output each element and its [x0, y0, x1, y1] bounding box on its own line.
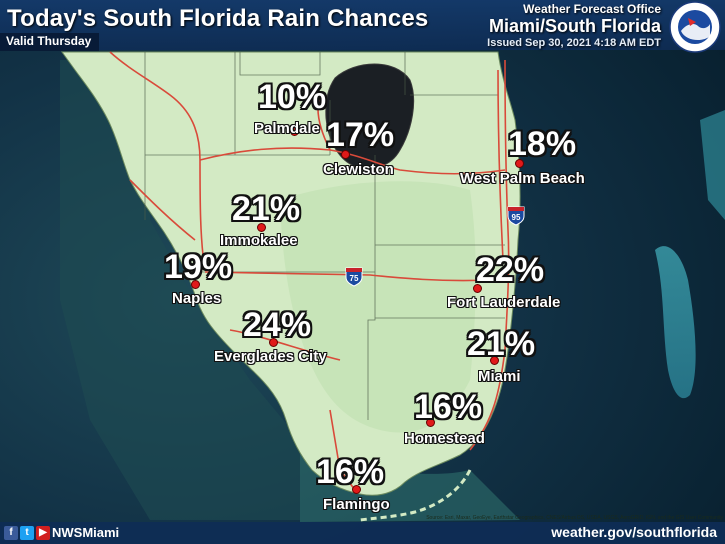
website-link[interactable]: weather.gov/southflorida [551, 524, 717, 540]
lake-okeechobee [325, 63, 415, 169]
rain-chance-naples: 19% [164, 248, 233, 286]
rain-chance-west-palm-beach: 18% [508, 125, 577, 163]
rain-chance-palmdale: 10% [258, 78, 327, 116]
bahamas-bank-north [655, 246, 696, 399]
rain-chance-miami: 21% [467, 325, 536, 363]
nws-logo [669, 1, 721, 53]
issued-time: Issued Sep 30, 2021 4:18 AM EDT [487, 37, 661, 49]
city-label-homestead: Homestead [404, 430, 485, 447]
marker-dot-homestead [426, 418, 435, 427]
footer-bar [0, 522, 725, 544]
rain-chance-homestead: 16% [414, 388, 483, 426]
city-label-miami: Miami [478, 368, 521, 385]
i95-shield: 95 [507, 206, 525, 226]
office-label: Weather Forecast Office [523, 2, 661, 16]
marker-dot-palmdale [290, 127, 299, 136]
city-label-everglades-city: Everglades City [214, 348, 327, 365]
social-handle: NWSMiami [52, 525, 120, 540]
city-label-naples: Naples [172, 290, 222, 307]
city-label-fort-lauderdale: Fort Lauderdale [447, 294, 561, 311]
facebook-icon[interactable]: f [4, 526, 18, 540]
header-bar [0, 0, 725, 50]
rain-chance-everglades-city: 24% [243, 306, 312, 344]
office-name: Miami/South Florida [488, 16, 661, 36]
marker-dot-west-palm-beach [515, 159, 524, 168]
city-label-immokalee: Immokalee [220, 232, 298, 249]
social-icons: f t ▶ [4, 526, 50, 540]
marker-dot-miami [490, 356, 499, 365]
city-label-west-palm-beach: West Palm Beach [460, 170, 585, 187]
city-label-flamingo: Flamingo [323, 496, 390, 513]
rain-chance-immokalee: 21% [232, 190, 301, 228]
office-info: Weather Forecast Office Miami/South Flor… [487, 2, 661, 49]
everglades-area [280, 181, 476, 433]
marker-dot-clewiston [341, 150, 350, 159]
youtube-icon[interactable]: ▶ [36, 526, 50, 540]
valid-day: Valid Thursday [0, 33, 100, 51]
gulf-shallows [60, 60, 300, 520]
bahamas-bank-east [700, 110, 725, 220]
i95-label: 95 [512, 213, 521, 222]
marker-dot-everglades-city [269, 338, 278, 347]
highways [109, 51, 510, 491]
marker-dot-fort-lauderdale [473, 284, 482, 293]
twitter-icon[interactable]: t [20, 526, 34, 540]
i75-shield: 75 [345, 267, 363, 287]
map-credit: Source: Esri, Maxar, GeoEye, Earthstar G… [426, 515, 723, 521]
rain-chance-clewiston: 17% [326, 116, 395, 154]
rain-chance-flamingo: 16% [316, 453, 385, 491]
marker-dot-immokalee [257, 223, 266, 232]
rain-chance-fort-lauderdale: 22% [476, 251, 545, 289]
marker-dot-naples [191, 280, 200, 289]
city-label-palmdale: Palmdale [254, 120, 320, 137]
county-lines [144, 52, 505, 420]
i75-label: 75 [350, 274, 359, 283]
marker-dot-flamingo [352, 485, 361, 494]
map-title: Today's South Florida Rain Chances [7, 5, 429, 32]
city-label-clewiston: Clewiston [323, 161, 394, 178]
florida-keys [359, 469, 472, 522]
